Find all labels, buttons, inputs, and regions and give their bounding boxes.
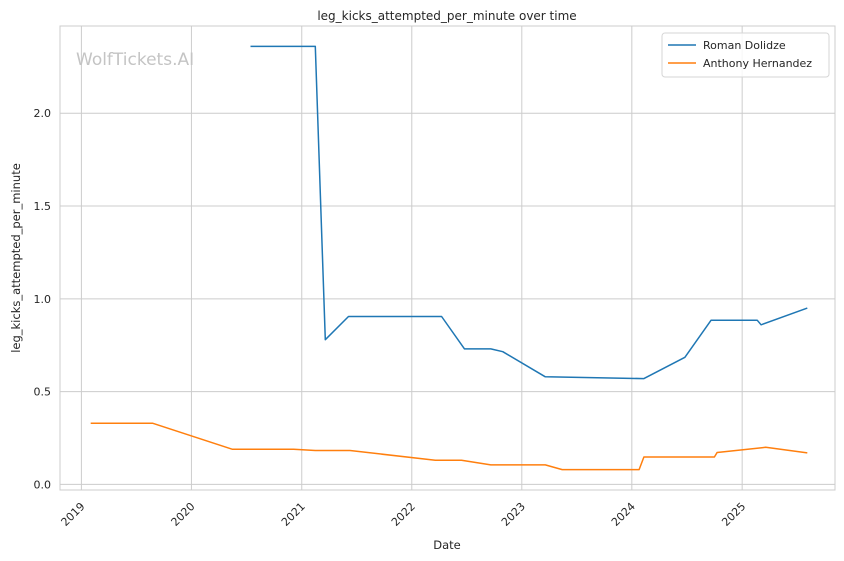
- y-tick-label: 0.0: [34, 478, 52, 491]
- x-tick-label: 2021: [279, 500, 308, 529]
- watermark: WolfTickets.AI: [76, 50, 194, 70]
- legend-label-roman-dolidze: Roman Dolidze: [703, 39, 786, 52]
- x-tick-labels: 2019 2020 2021 2022 2023 2024 2025: [59, 500, 749, 529]
- y-tick-label: 1.5: [34, 200, 52, 213]
- x-axis-label: Date: [433, 538, 461, 552]
- y-tick-labels: 0.0 0.5 1.0 1.5 2.0: [34, 107, 52, 491]
- y-tick-label: 0.5: [34, 386, 52, 399]
- series-layer: [90, 45, 808, 471]
- x-tick-label: 2020: [169, 500, 198, 529]
- y-tick-label: 1.0: [34, 293, 52, 306]
- y-tick-label: 2.0: [34, 107, 52, 120]
- series-line-anthony-hernandez: [90, 422, 808, 471]
- x-tick-label: 2019: [59, 500, 88, 529]
- legend-box: [661, 32, 830, 78]
- x-tick-label: 2025: [719, 500, 748, 529]
- plot-frame: [59, 25, 836, 491]
- legend: Roman Dolidze Anthony Hernandez: [661, 32, 830, 78]
- y-axis-label: leg_kicks_attempted_per_minute: [9, 163, 23, 353]
- x-tick-label: 2024: [609, 500, 638, 529]
- series-line-roman-dolidze: [250, 45, 808, 380]
- legend-label-anthony-hernandez: Anthony Hernandez: [703, 57, 812, 70]
- x-tick-label: 2023: [499, 500, 528, 529]
- chart-title: leg_kicks_attempted_per_minute over time: [317, 9, 576, 23]
- grid-layer: [60, 26, 835, 490]
- x-tick-label: 2022: [389, 500, 418, 529]
